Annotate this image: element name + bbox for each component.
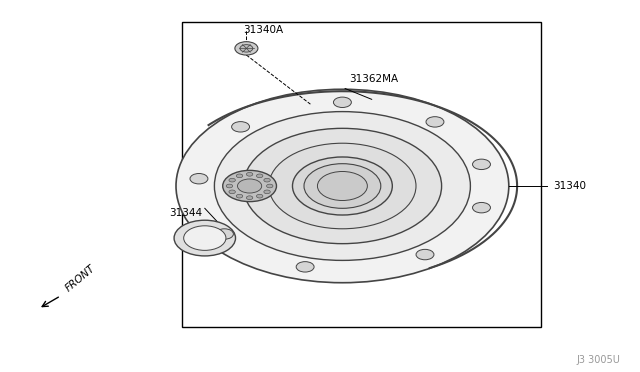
Circle shape: [236, 174, 243, 178]
Circle shape: [216, 229, 234, 239]
Bar: [182, 22, 541, 327]
Circle shape: [240, 45, 253, 52]
Circle shape: [229, 190, 236, 194]
Circle shape: [333, 97, 351, 108]
Circle shape: [416, 249, 434, 260]
Text: 31344: 31344: [170, 208, 203, 218]
Text: J3 3005U: J3 3005U: [577, 355, 621, 365]
Text: 31340: 31340: [554, 181, 587, 191]
Circle shape: [190, 173, 208, 184]
Circle shape: [235, 42, 258, 55]
Circle shape: [214, 112, 470, 260]
Circle shape: [176, 89, 509, 283]
Circle shape: [184, 226, 226, 250]
Circle shape: [246, 172, 253, 176]
Circle shape: [174, 220, 236, 256]
Circle shape: [296, 262, 314, 272]
Circle shape: [266, 184, 273, 188]
Circle shape: [257, 194, 263, 198]
Circle shape: [226, 184, 233, 188]
Text: 31362MA: 31362MA: [349, 74, 398, 84]
Text: 31340A: 31340A: [243, 25, 284, 35]
Circle shape: [232, 122, 250, 132]
Text: FRONT: FRONT: [64, 263, 98, 294]
Circle shape: [304, 164, 381, 208]
Circle shape: [246, 196, 253, 200]
Circle shape: [229, 178, 236, 182]
Circle shape: [317, 171, 367, 201]
Circle shape: [257, 174, 263, 178]
Circle shape: [292, 157, 392, 215]
Circle shape: [264, 190, 270, 194]
Circle shape: [472, 202, 490, 213]
Circle shape: [426, 117, 444, 127]
Circle shape: [223, 170, 276, 202]
Circle shape: [264, 178, 270, 182]
Circle shape: [243, 128, 442, 244]
Circle shape: [472, 159, 490, 170]
Circle shape: [269, 143, 416, 229]
Circle shape: [237, 179, 262, 193]
Circle shape: [236, 194, 243, 198]
